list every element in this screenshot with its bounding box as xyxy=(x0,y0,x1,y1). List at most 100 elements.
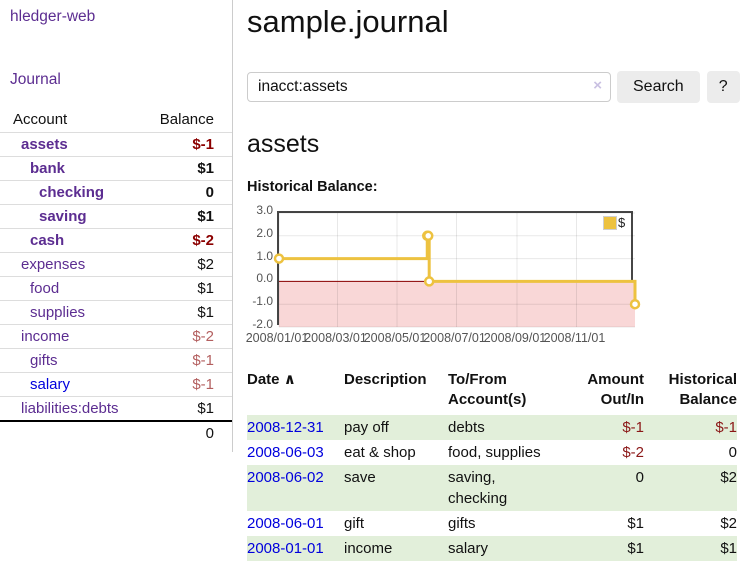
account-row: supplies $1 xyxy=(0,300,232,324)
historical-balance-chart: 3.0 2.0 1.0 0.0 -1.0 -2.0 $ 2008/01/01 2008/03… xyxy=(246,203,677,350)
date-header-label: Date xyxy=(247,371,280,388)
register-row: 2008-06-02 save saving, checking 0 $2 xyxy=(247,465,737,511)
date-cell: 2008-06-03 xyxy=(247,440,344,465)
accounts-total-row: 0 xyxy=(0,420,232,444)
y-tick-label: 3.0 xyxy=(256,203,273,217)
description-cell: eat & shop xyxy=(344,444,416,461)
accounts-cell: food, supplies xyxy=(448,444,541,461)
transaction-date-link[interactable]: 2008-01-01 xyxy=(247,540,324,557)
account-balance: $-1 xyxy=(192,376,214,393)
search-input[interactable] xyxy=(247,72,611,102)
account-row: expenses $2 xyxy=(0,252,232,276)
register-header-date[interactable]: Date ∧ xyxy=(247,370,344,415)
date-cell: 2008-01-01 xyxy=(247,536,344,561)
balance-cell: 0 xyxy=(728,444,737,461)
sidebar-account-link[interactable]: saving xyxy=(39,208,87,225)
register-header-amount: Amount Out/In xyxy=(587,371,644,408)
account-row: gifts $-1 xyxy=(0,348,232,372)
balance-cell: $2 xyxy=(720,469,737,486)
account-balance: $1 xyxy=(197,304,214,321)
accounts-table: Account Balance assets $-1 bank $1 checking 0… xyxy=(0,108,232,444)
main-content: sample.journal × Search ? assets Histori… xyxy=(233,0,742,561)
sidebar-account-link[interactable]: cash xyxy=(30,232,65,249)
account-title: assets xyxy=(247,130,320,158)
account-balance: $-2 xyxy=(192,232,214,249)
accounts-cell: debts xyxy=(448,419,485,436)
transaction-date-link[interactable]: 2008-06-03 xyxy=(247,444,324,461)
account-balance: 0 xyxy=(205,184,214,201)
date-cell: 2008-06-02 xyxy=(247,465,344,511)
date-cell: 2008-12-31 xyxy=(247,415,344,440)
clear-search-icon[interactable]: × xyxy=(593,77,602,94)
account-row: food $1 xyxy=(0,276,232,300)
account-row: income $-2 xyxy=(0,324,232,348)
sidebar-account-link[interactable]: assets xyxy=(21,136,68,153)
sidebar-account-link[interactable]: liabilities:debts xyxy=(21,400,119,417)
page-title: sample.journal xyxy=(247,4,449,39)
description-cell: save xyxy=(344,469,376,486)
accounts-cell: saving, checking xyxy=(448,469,508,507)
amount-cell: $-2 xyxy=(622,444,644,461)
account-balance: $1 xyxy=(197,208,214,225)
account-row: assets $-1 xyxy=(0,132,232,156)
account-row: liabilities:debts $1 xyxy=(0,396,232,420)
sidebar-account-link[interactable]: checking xyxy=(39,184,105,201)
sidebar-account-link[interactable]: income xyxy=(21,328,70,345)
legend-swatch-icon xyxy=(603,215,617,230)
register-body: 2008-12-31 pay off debts $-1 $-1 2008-06-03 ea… xyxy=(247,415,737,561)
sidebar-account-link[interactable]: expenses xyxy=(21,256,86,273)
x-tick-label: 2008/01/01 xyxy=(245,331,309,345)
sidebar-account-link[interactable]: food xyxy=(30,280,60,297)
balance-cell: $1 xyxy=(720,540,737,557)
search-button[interactable]: Search xyxy=(617,71,700,103)
x-tick-label: 2008/09/01 xyxy=(483,331,547,345)
amount-cell: $-1 xyxy=(622,419,644,436)
amount-cell: 0 xyxy=(635,469,644,486)
account-balance: $-1 xyxy=(192,352,214,369)
register-row: 2008-06-01 gift gifts $1 $2 xyxy=(247,511,737,536)
sidebar-item-journal[interactable]: Journal xyxy=(10,71,61,88)
x-tick-label: 2008/07/01 xyxy=(423,331,486,345)
description-cell: pay off xyxy=(344,419,389,436)
data-point-marker xyxy=(629,298,641,310)
chart-plot-area xyxy=(273,211,641,328)
sidebar-account-link[interactable]: gifts xyxy=(30,352,58,369)
y-tick-label: -1.0 xyxy=(252,294,273,309)
account-row: saving $1 xyxy=(0,204,232,228)
description-cell: gift xyxy=(344,515,365,532)
app-title-link[interactable]: hledger-web xyxy=(10,8,96,25)
transaction-date-link[interactable]: 2008-06-02 xyxy=(247,469,324,486)
register-row: 2008-06-03 eat & shop food, supplies $-2 0 xyxy=(247,440,737,465)
account-row: checking 0 xyxy=(0,180,232,204)
sidebar-account-link[interactable]: salary xyxy=(30,376,71,393)
account-row: cash $-2 xyxy=(0,228,232,252)
data-point-marker xyxy=(423,276,435,287)
account-row: salary $-1 xyxy=(0,372,232,396)
sidebar-account-link[interactable]: bank xyxy=(30,160,66,177)
accounts-cell: salary xyxy=(448,540,489,557)
register-header-balance: Historical Balance xyxy=(668,371,737,408)
register-row: 2008-12-31 pay off debts $-1 $-1 xyxy=(247,415,737,440)
sidebar-account-link[interactable]: supplies xyxy=(30,304,86,321)
legend-label: $ xyxy=(618,215,626,230)
register-header-row: Date ∧ Description To/From Account(s) Am… xyxy=(247,370,737,415)
balance-cell: $2 xyxy=(720,515,737,532)
hledger-web-app: hledger-web Journal Account Balance asse… xyxy=(0,0,742,561)
negative-region xyxy=(279,281,635,327)
transaction-date-link[interactable]: 2008-12-31 xyxy=(247,419,324,436)
register-header-description: Description xyxy=(344,371,427,388)
date-cell: 2008-06-01 xyxy=(247,511,344,536)
accounts-header-balance: Balance xyxy=(159,111,214,128)
accounts-table-header: Account Balance xyxy=(0,108,232,132)
sidebar: hledger-web Journal Account Balance asse… xyxy=(0,0,233,452)
account-balance: $2 xyxy=(197,256,214,273)
description-cell: income xyxy=(344,540,393,557)
accounts-rows: assets $-1 bank $1 checking 0 saving $1 cash $-2 e… xyxy=(0,132,232,420)
transaction-date-link[interactable]: 2008-06-01 xyxy=(247,515,324,532)
help-button[interactable]: ? xyxy=(706,71,740,103)
accounts-header-account: Account xyxy=(13,111,68,128)
y-tick-label: -2.0 xyxy=(252,317,273,331)
balance-cell: $-1 xyxy=(715,419,737,436)
account-balance: $1 xyxy=(197,400,214,417)
x-tick-label: 2008/05/01 xyxy=(363,331,427,345)
